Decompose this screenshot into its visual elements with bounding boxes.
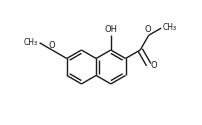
Text: O: O [150,61,156,70]
Text: OH: OH [104,25,117,34]
Text: CH₃: CH₃ [24,38,38,47]
Text: O: O [144,25,151,34]
Text: CH₃: CH₃ [162,23,176,32]
Text: O: O [48,40,55,50]
